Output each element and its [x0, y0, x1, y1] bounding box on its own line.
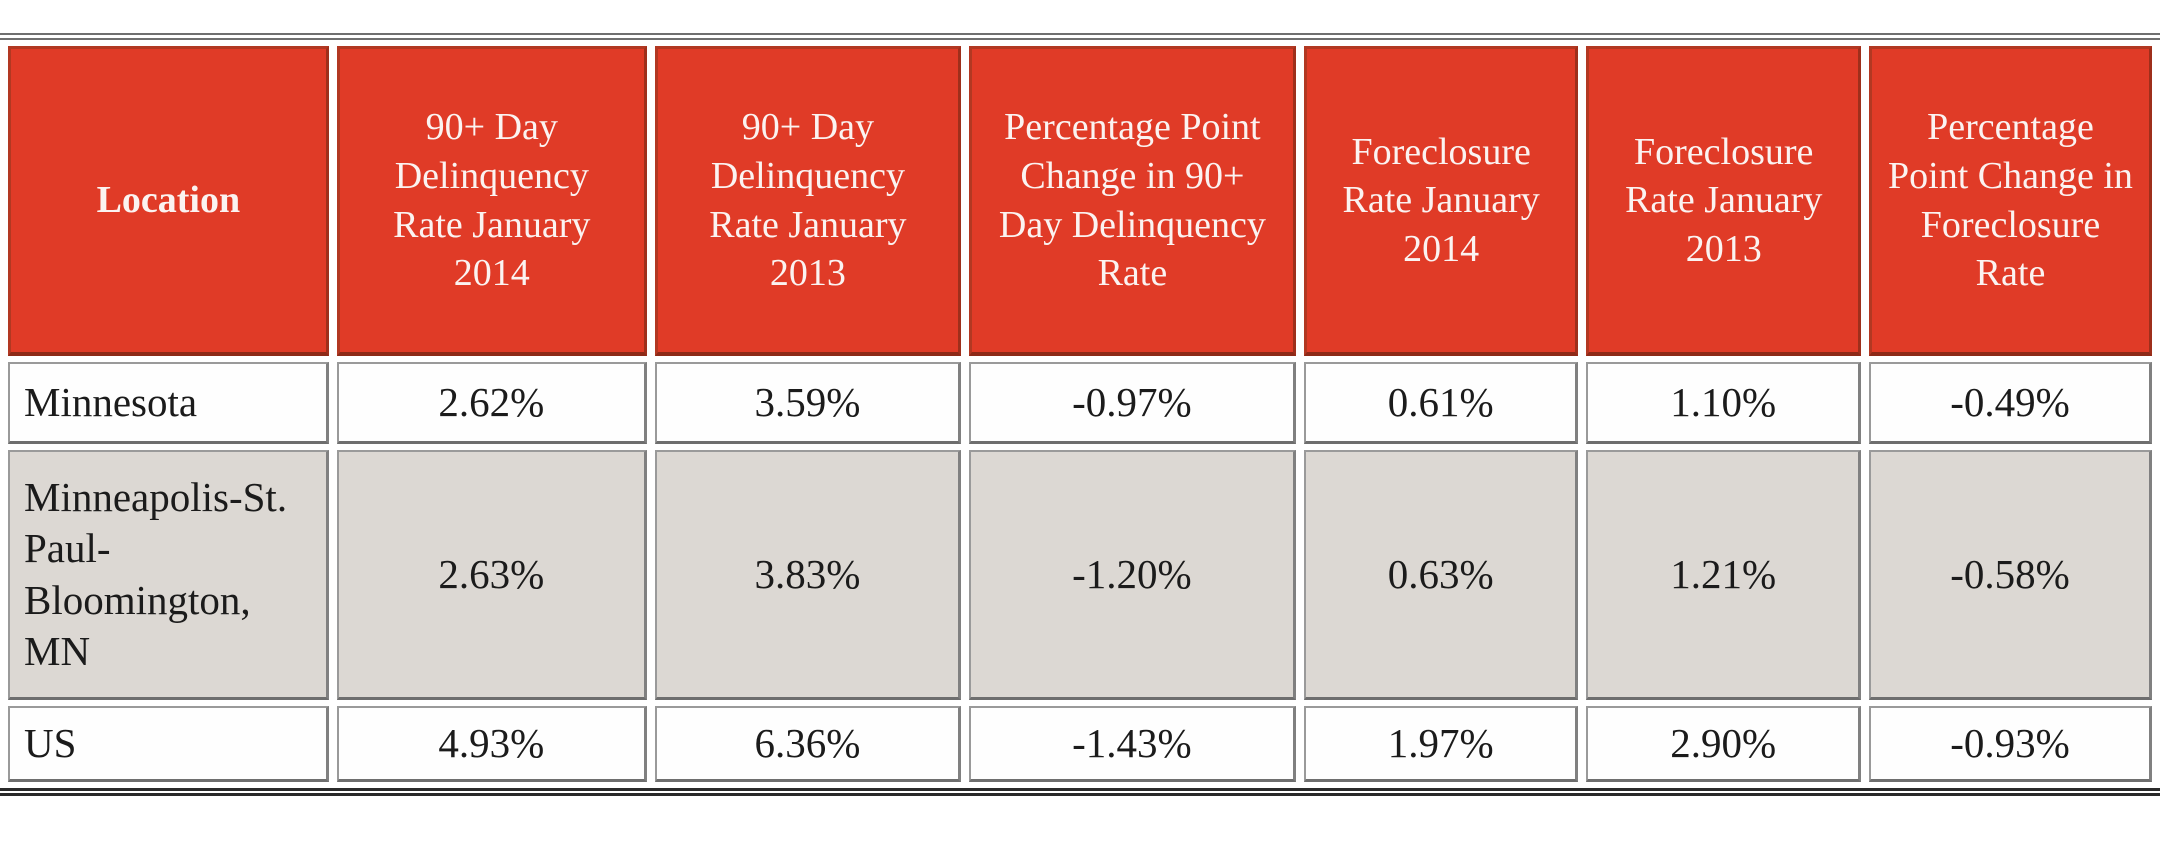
value-cell: 1.10% [1586, 362, 1861, 444]
column-header-foreclosure-rate-2013: Foreclosure Rate January 2013 [1586, 46, 1861, 356]
value-cell: 3.59% [654, 362, 961, 444]
table-row-minneapolis-st-paul-bloomington: Minneapolis-St. Paul-Bloomington, MN 2.6… [8, 450, 2152, 700]
header-row: Location 90+ Day Delinquency Rate Januar… [8, 46, 2152, 356]
location-cell: Minnesota [8, 362, 329, 444]
value-cell: 6.36% [654, 706, 961, 782]
value-cell: 0.63% [1303, 450, 1579, 700]
column-header-90day-rate-2014: 90+ Day Delinquency Rate January 2014 [336, 46, 647, 356]
value-cell: -1.43% [968, 706, 1296, 782]
value-cell: 4.93% [336, 706, 647, 782]
table-row-minnesota: Minnesota 2.62% 3.59% -0.97% 0.61% 1.10%… [8, 362, 2152, 444]
value-cell: -0.93% [1869, 706, 2152, 782]
value-cell: -0.58% [1869, 450, 2152, 700]
value-cell: 1.21% [1586, 450, 1861, 700]
rates-table-frame: Location 90+ Day Delinquency Rate Januar… [0, 33, 2160, 796]
column-header-90day-rate-2013: 90+ Day Delinquency Rate January 2013 [654, 46, 961, 356]
column-header-foreclosure-rate-2014: Foreclosure Rate January 2014 [1303, 46, 1579, 356]
table-row-us: US 4.93% 6.36% -1.43% 1.97% 2.90% -0.93% [8, 706, 2152, 782]
value-cell: -0.49% [1869, 362, 2152, 444]
location-cell: Minneapolis-St. Paul-Bloomington, MN [8, 450, 329, 700]
value-cell: 3.83% [654, 450, 961, 700]
value-cell: 2.62% [336, 362, 647, 444]
value-cell: 2.63% [336, 450, 647, 700]
value-cell: -1.20% [968, 450, 1296, 700]
column-header-foreclosure-rate-change: Percentage Point Change in Foreclosure R… [1869, 46, 2152, 356]
value-cell: 0.61% [1303, 362, 1579, 444]
delinquency-foreclosure-rates-table: Location 90+ Day Delinquency Rate Januar… [0, 40, 2160, 788]
column-header-location: Location [8, 46, 329, 356]
value-cell: 2.90% [1586, 706, 1861, 782]
value-cell: -0.97% [968, 362, 1296, 444]
location-cell: US [8, 706, 329, 782]
column-header-90day-rate-change: Percentage Point Change in 90+ Day Delin… [968, 46, 1296, 356]
value-cell: 1.97% [1303, 706, 1579, 782]
